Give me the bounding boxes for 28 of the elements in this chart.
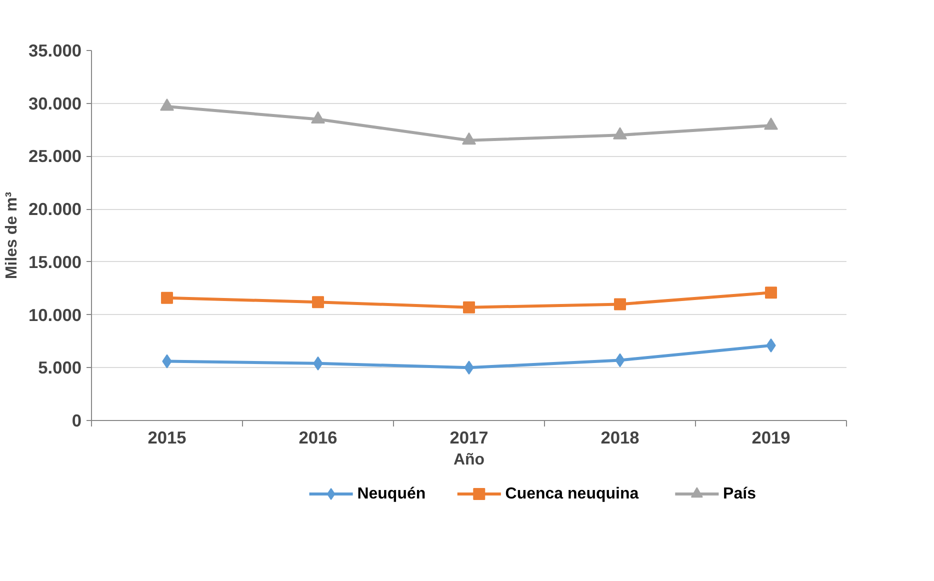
x-tick-label: 2019 (752, 428, 790, 448)
x-tick-label: 2016 (298, 428, 338, 448)
x-axis-title: Año (453, 452, 485, 468)
point (613, 127, 627, 140)
y-tick-label: 25.000 (28, 146, 82, 166)
x-tick-label: 2017 (450, 428, 488, 448)
legend-label: País (723, 486, 756, 502)
point (311, 111, 325, 124)
legend-label: Neuquén (357, 486, 426, 502)
y-tick-label: 15.000 (28, 252, 82, 272)
point (614, 298, 626, 310)
x-tick-label: 2015 (148, 428, 187, 448)
x-tick-label: 2018 (600, 428, 640, 448)
point (160, 98, 174, 111)
y-tick-label: 35.000 (28, 40, 82, 60)
y-tick-label: 10.000 (28, 304, 82, 325)
point (463, 301, 475, 314)
point (764, 118, 778, 130)
legend-label: Cuenca neuquina (505, 486, 639, 502)
point (765, 286, 777, 299)
point (312, 296, 324, 308)
point (161, 292, 173, 304)
y-tick-label: 30.000 (28, 93, 82, 114)
y-tick-label: 5.000 (38, 358, 82, 378)
y-tick-label: 20.000 (28, 199, 82, 220)
y-tick-label: 0 (72, 410, 82, 430)
y-axis-title: Miles de m³ (4, 192, 20, 280)
point (462, 132, 476, 145)
